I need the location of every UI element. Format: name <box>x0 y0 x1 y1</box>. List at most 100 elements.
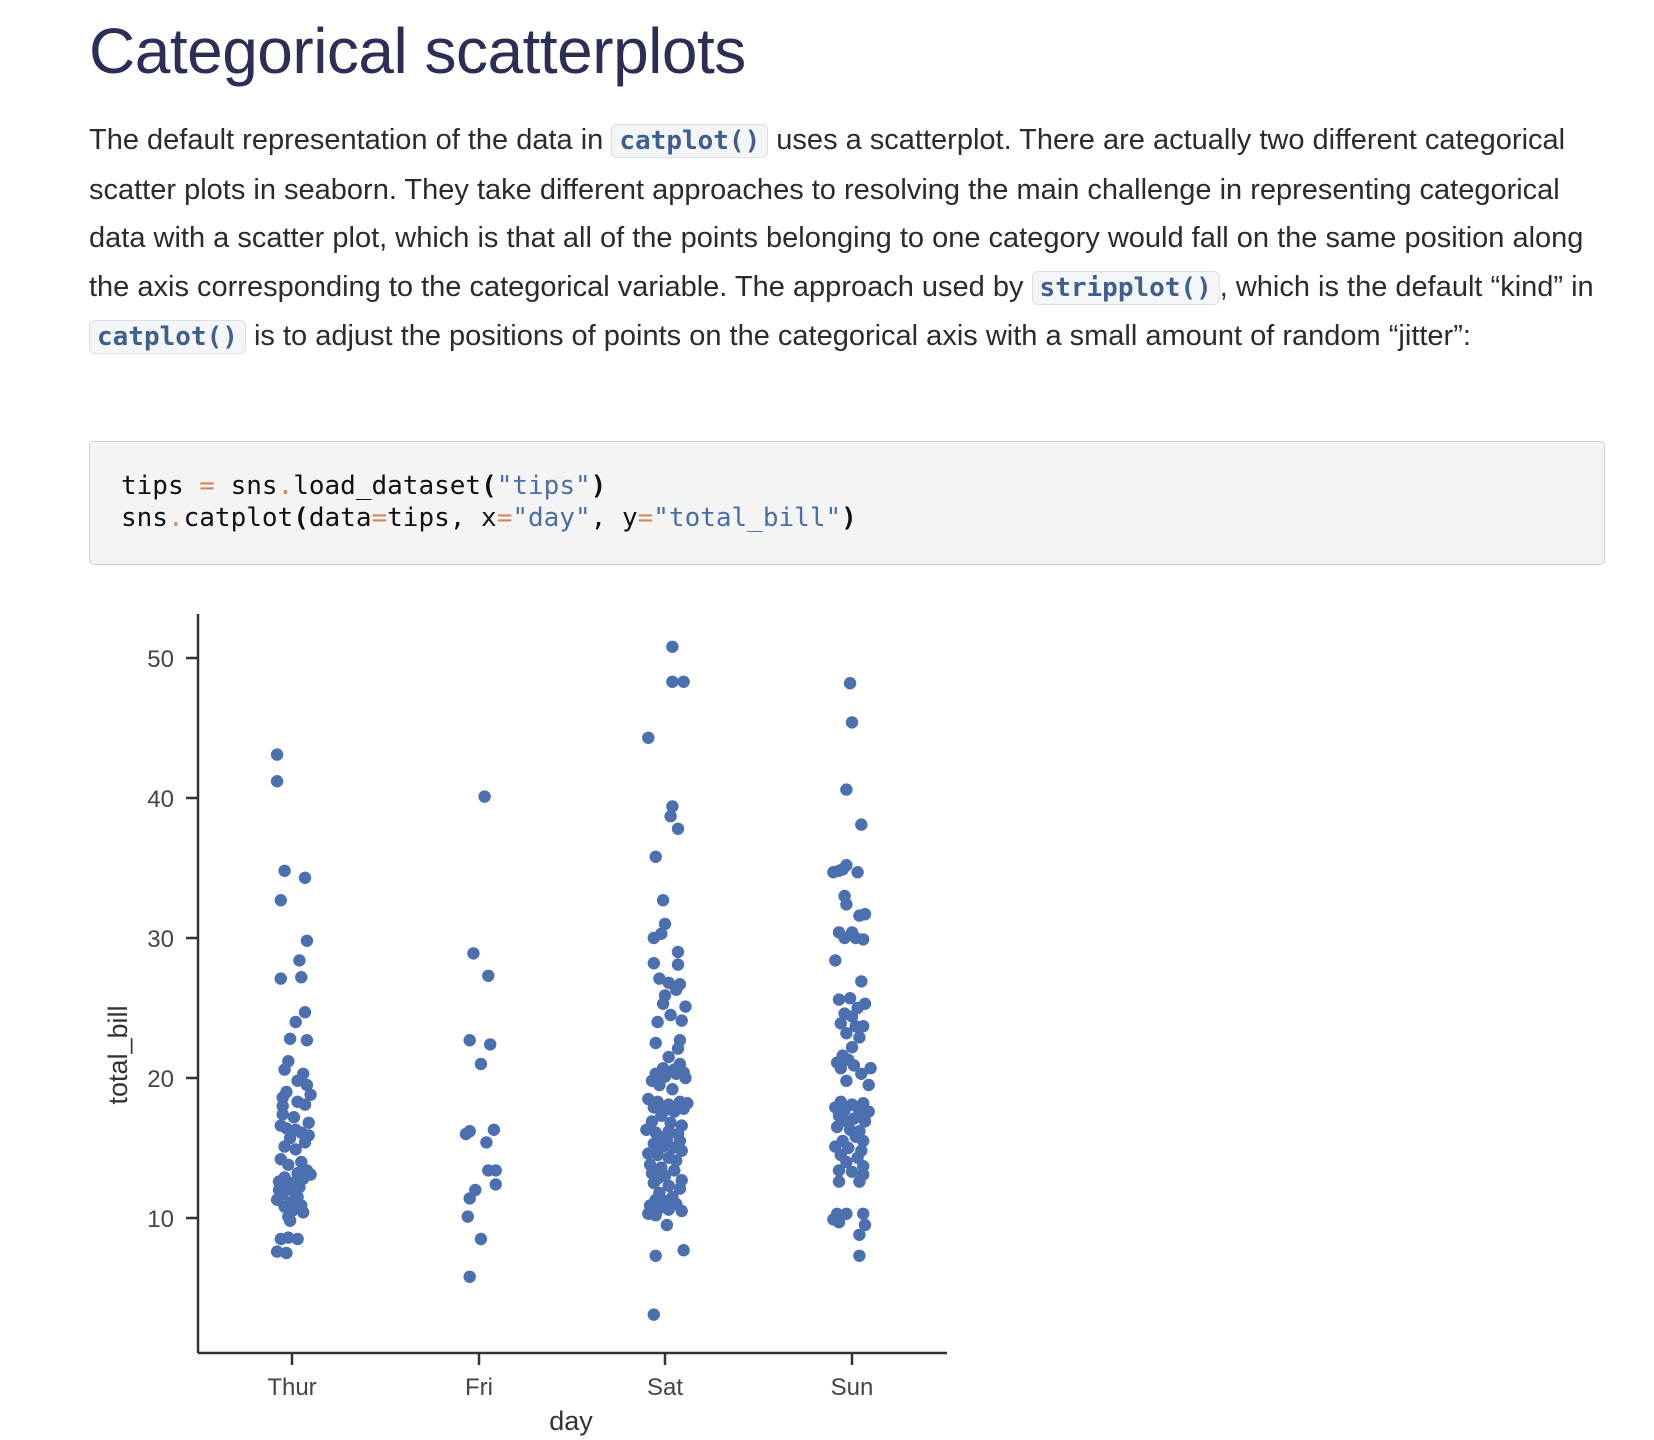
data-point <box>651 1148 664 1162</box>
data-point <box>640 1123 653 1137</box>
code-block[interactable]: tips = sns.load_dataset("tips") sns.catp… <box>89 441 1605 565</box>
data-point <box>270 1245 284 1258</box>
data-point <box>270 748 284 761</box>
stripplot-code-link[interactable]: stripplot() <box>1031 270 1220 305</box>
strip-plot-chart: 10 20 30 40 50 Thur Fri Sat Sun day total_bill <box>103 614 947 1436</box>
data-point <box>857 1207 870 1221</box>
y-ticks: 10 20 30 40 50 <box>147 646 198 1233</box>
x-tick-label: Sat <box>647 1374 683 1401</box>
data-point <box>843 992 857 1005</box>
data-point <box>487 1123 501 1137</box>
data-point <box>677 1102 690 1116</box>
data-point <box>653 1078 666 1092</box>
code-content: tips = sns.load_dataset("tips") sns.catp… <box>121 470 857 534</box>
data-point <box>840 783 853 796</box>
y-tick-label: 20 <box>147 1066 174 1093</box>
data-point <box>478 790 491 803</box>
code-punctuation: ( <box>293 503 309 533</box>
data-point <box>656 894 670 907</box>
data-point <box>862 1078 875 1092</box>
data-point <box>300 934 314 947</box>
data-point <box>642 731 655 744</box>
data-point <box>463 1192 476 1205</box>
catplot-code-link-2[interactable]: catplot() <box>89 320 246 354</box>
data-point <box>662 1203 675 1216</box>
data-point <box>838 931 851 945</box>
data-point <box>287 1111 301 1124</box>
data-point <box>845 1010 859 1023</box>
intro-paragraph: The default representation of the data i… <box>89 116 1619 362</box>
code-token: tips, x <box>387 503 497 533</box>
code-operator: = <box>637 503 654 533</box>
data-point <box>668 1105 681 1118</box>
data-point <box>840 1027 853 1040</box>
data-point <box>675 1204 688 1218</box>
data-point <box>642 1147 655 1160</box>
data-point <box>280 1122 293 1135</box>
code-operator: = <box>199 471 215 501</box>
code-token: sns <box>214 471 278 501</box>
data-point <box>291 1074 304 1088</box>
data-point <box>673 1182 687 1195</box>
data-point <box>474 1232 488 1246</box>
code-operator: = <box>496 503 513 533</box>
data-point <box>853 1175 866 1188</box>
data-point <box>647 1308 660 1321</box>
data-point <box>840 1207 853 1221</box>
data-point <box>300 1034 314 1047</box>
data-point <box>851 866 864 879</box>
x-axis-label: day <box>549 1406 593 1436</box>
data-point <box>677 1244 690 1257</box>
data-point <box>461 1210 474 1223</box>
data-point <box>304 1088 317 1102</box>
data-point <box>664 1008 677 1022</box>
data-point <box>858 997 872 1010</box>
data-point <box>653 972 666 985</box>
data-point <box>660 1218 674 1232</box>
data-point <box>666 1141 679 1155</box>
data-point <box>834 1062 847 1075</box>
data-point <box>649 1209 662 1222</box>
code-string: "tips" <box>496 471 591 501</box>
data-point <box>664 810 677 823</box>
data-point <box>662 1050 675 1064</box>
data-point <box>855 818 868 831</box>
points-layer <box>270 640 877 1321</box>
data-point <box>849 931 862 945</box>
code-string: "day" <box>512 503 591 533</box>
data-point <box>649 1249 662 1263</box>
data-point <box>666 1083 679 1096</box>
data-point <box>649 1036 662 1050</box>
catplot-code-link[interactable]: catplot() <box>611 124 769 158</box>
code-token: sns <box>121 503 168 533</box>
code-operator: = <box>371 503 388 533</box>
y-axis-label: total_bill <box>103 1005 133 1104</box>
data-point <box>651 1015 664 1029</box>
data-point <box>270 775 284 788</box>
data-point <box>670 1154 683 1167</box>
data-point <box>298 1006 312 1019</box>
data-point <box>853 1228 866 1242</box>
data-point <box>274 972 287 985</box>
page-title: Categorical scatterplots <box>89 15 746 87</box>
code-line-2: sns.catplot(data=tips, x="day", y="total… <box>121 503 857 533</box>
y-tick-label: 10 <box>147 1206 174 1233</box>
data-point <box>671 945 685 959</box>
data-point <box>671 958 685 971</box>
data-point <box>658 917 672 931</box>
data-point <box>670 1067 683 1081</box>
data-point <box>482 969 495 982</box>
data-point <box>289 1015 302 1029</box>
data-point <box>675 1144 688 1158</box>
data-point <box>834 1017 847 1030</box>
data-point <box>293 954 306 967</box>
data-point <box>282 1158 295 1172</box>
data-point <box>836 863 849 876</box>
data-point <box>647 1137 660 1151</box>
x-tick-label: Sun <box>831 1374 874 1401</box>
data-point <box>864 1062 877 1075</box>
data-point <box>857 1134 870 1148</box>
data-point <box>666 675 679 688</box>
y-tick-label: 40 <box>147 786 174 813</box>
